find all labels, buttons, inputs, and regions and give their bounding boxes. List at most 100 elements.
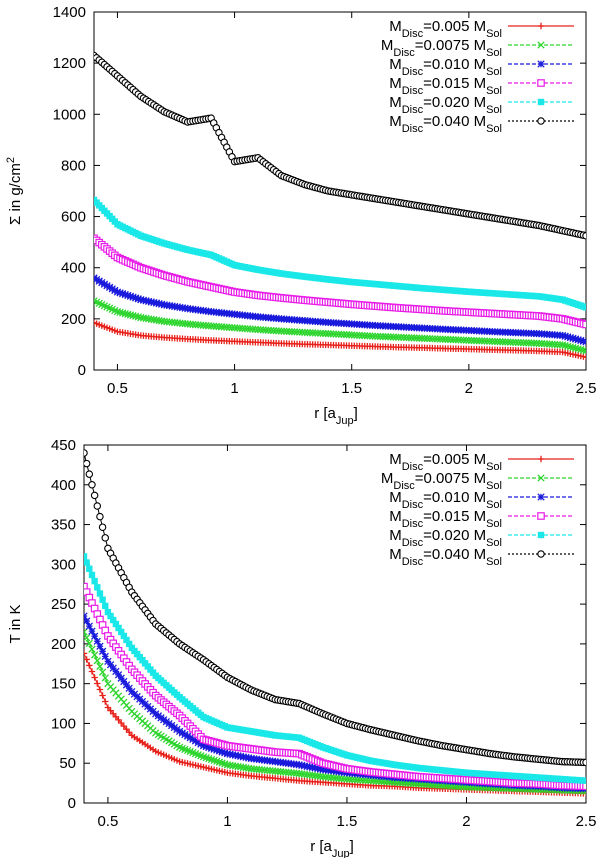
data-point	[101, 674, 109, 682]
data-point	[126, 311, 135, 319]
legend-label: MDisc=0.010 MSol	[389, 489, 502, 511]
data-point	[181, 730, 189, 739]
data-point	[93, 502, 102, 510]
data-point	[558, 331, 567, 340]
y-tick-label: 0	[78, 362, 86, 379]
legend-label: MDisc=0.015 MSol	[389, 508, 502, 530]
data-point	[102, 602, 109, 610]
data-point	[104, 608, 112, 616]
legend-marker	[537, 474, 545, 482]
data-point	[129, 293, 137, 301]
series-line	[94, 55, 586, 237]
data-point	[90, 491, 99, 500]
y-tick-label: 50	[59, 755, 76, 772]
data-point	[218, 748, 226, 756]
data-point	[199, 742, 208, 750]
x-axis-label: r [aJup]	[310, 838, 354, 858]
data-point	[131, 312, 140, 320]
data-point	[205, 743, 213, 752]
data-point	[579, 337, 586, 345]
data-point	[123, 636, 130, 644]
data-point	[582, 354, 586, 361]
legend-label: MDisc=0.040 MSol	[389, 113, 502, 135]
data-point	[102, 698, 109, 705]
data-point	[93, 657, 101, 665]
data-point	[90, 651, 99, 659]
series-5	[94, 51, 586, 240]
data-point	[564, 342, 572, 350]
y-tick-label: 100	[51, 715, 76, 732]
series-3	[84, 582, 586, 791]
plot-frame	[93, 11, 587, 371]
y-tick-label: 200	[61, 311, 86, 328]
data-point	[191, 737, 200, 745]
data-point	[91, 674, 98, 681]
data-point	[582, 347, 586, 355]
y-tick-label: 800	[61, 157, 86, 174]
data-point	[582, 304, 586, 311]
y-tick-label: 1000	[53, 106, 86, 123]
data-point	[118, 290, 127, 298]
data-point	[566, 343, 575, 351]
data-point	[101, 652, 109, 661]
data-point	[95, 277, 103, 285]
x-tick-label: 0.5	[97, 813, 118, 830]
data-point	[129, 311, 137, 320]
x-tick-label: 0.5	[107, 380, 128, 397]
data-point	[186, 734, 194, 742]
data-point	[571, 344, 580, 352]
data-point	[85, 639, 93, 648]
data-point	[105, 283, 114, 291]
data-point	[101, 534, 109, 542]
data-point	[207, 744, 216, 753]
data-point	[121, 290, 129, 299]
data-point	[134, 295, 142, 303]
legend-marker	[537, 41, 545, 49]
y-tick-label: 400	[61, 260, 86, 277]
data-point	[108, 285, 116, 293]
data-point	[98, 668, 107, 676]
x-tick-label: 1	[230, 380, 238, 397]
data-point	[221, 749, 229, 757]
data-point	[112, 620, 120, 628]
y-tick-label: 450	[51, 437, 76, 454]
y-tick-label: 400	[51, 477, 76, 494]
x-tick-label: 2.5	[576, 380, 597, 397]
data-point	[99, 596, 106, 603]
data-point	[96, 642, 104, 650]
data-point	[569, 334, 577, 342]
data-point	[84, 617, 91, 625]
series-line	[84, 556, 586, 782]
data-point	[103, 282, 111, 290]
y-axis-label: Σ in g/cm2	[5, 157, 24, 225]
data-point	[88, 481, 96, 489]
data-point	[93, 637, 101, 645]
data-point	[94, 584, 101, 591]
x-tick-label: 2	[465, 380, 473, 397]
x-tick-label: 1.5	[337, 813, 358, 830]
data-point	[84, 459, 91, 468]
legend-marker	[537, 455, 545, 463]
y-axis-label: T in K	[7, 605, 24, 644]
data-point	[85, 622, 93, 630]
data-point	[194, 738, 202, 747]
data-point	[175, 727, 184, 736]
data-point	[178, 729, 186, 737]
data-point	[110, 616, 117, 624]
data-point	[84, 650, 88, 657]
data-point	[183, 732, 192, 740]
data-point	[84, 656, 90, 663]
data-point	[98, 523, 107, 531]
x-tick-label: 1.5	[341, 380, 362, 397]
x-axis-label: r [aJup]	[314, 405, 358, 427]
data-point	[118, 309, 127, 317]
data-point	[84, 628, 88, 636]
series-5	[84, 449, 586, 767]
data-point	[88, 627, 96, 635]
data-point	[126, 292, 135, 300]
series-1	[94, 297, 586, 355]
data-point	[197, 740, 205, 748]
data-point	[116, 308, 124, 317]
